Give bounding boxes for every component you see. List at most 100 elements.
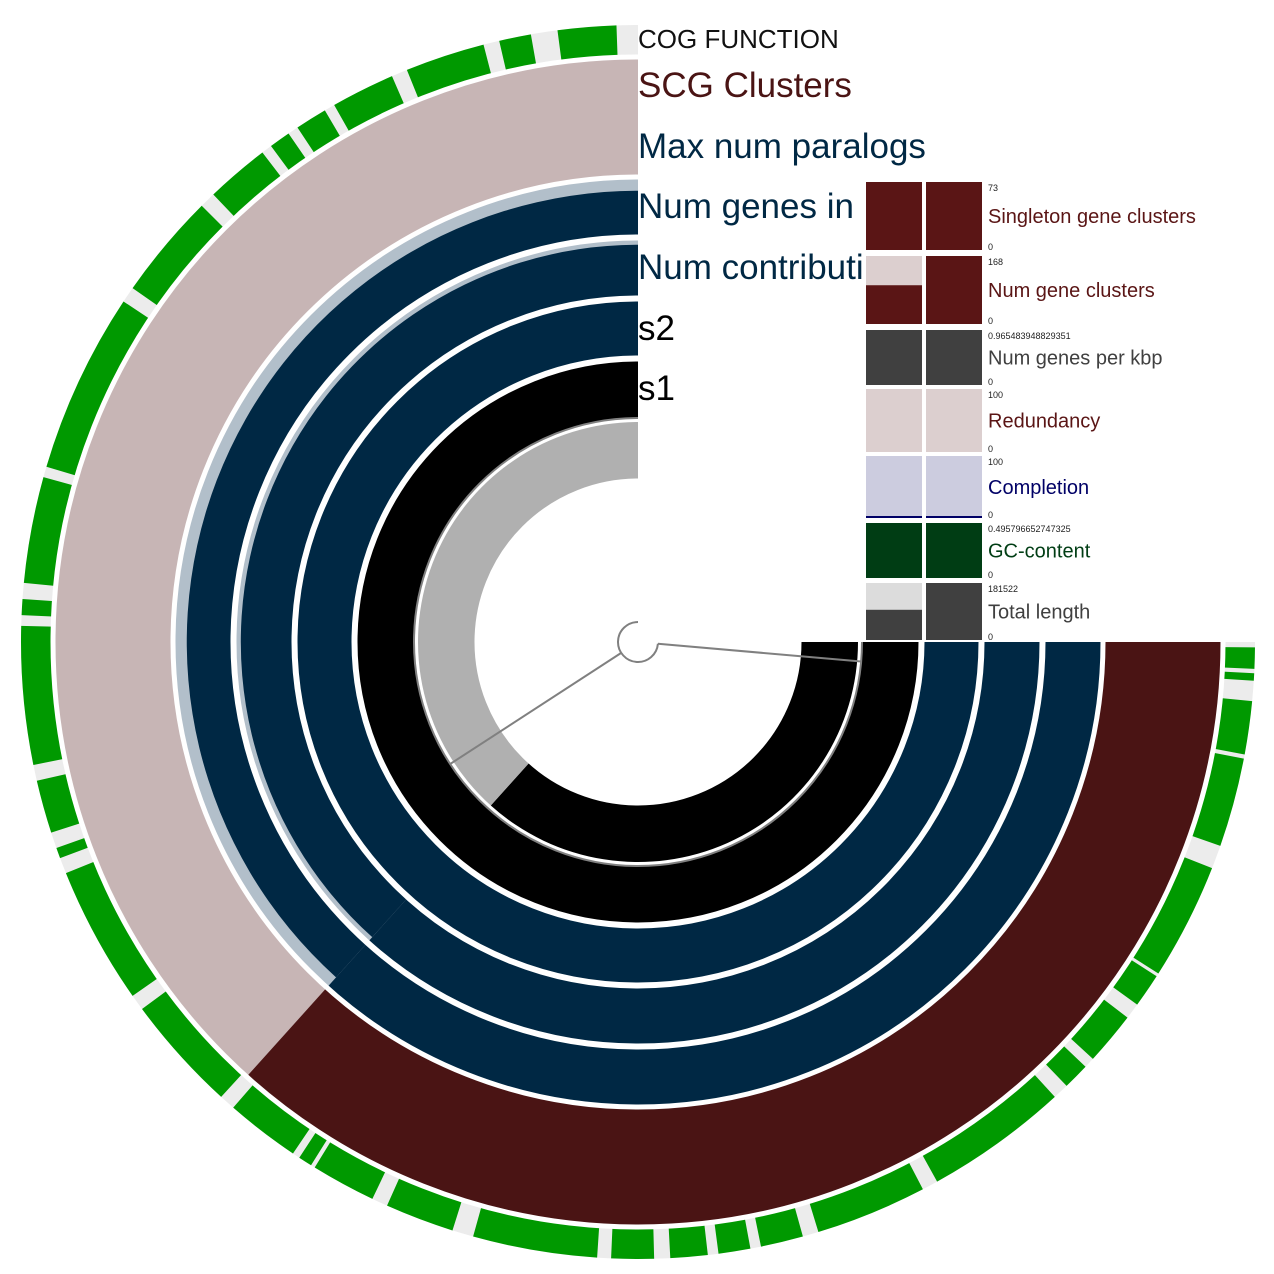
legend-label: Total length (988, 602, 1090, 624)
legend-min: 0 (988, 377, 993, 387)
legend-bar-s2 (926, 256, 982, 324)
ring-separator (291, 295, 985, 989)
legend-bar-s2 (926, 583, 982, 640)
ring-separator (354, 358, 922, 926)
legend-max: 0.495796652747325 (988, 524, 1071, 534)
ring-separator (52, 56, 1224, 1228)
legend-bar-s1 (866, 523, 922, 578)
cog-block (334, 76, 405, 132)
ring-separator (170, 174, 1106, 1110)
cog-block (270, 133, 307, 171)
layer-label-maxpara: Max num paralogs (638, 127, 926, 166)
legend-bar-background (866, 456, 922, 518)
legend-min: 0 (988, 510, 993, 520)
legend-max: 73 (988, 183, 998, 193)
legend-min: 0 (988, 316, 993, 326)
legend-label: Completion (988, 477, 1089, 499)
legend-max: 0.965483948829351 (988, 331, 1071, 341)
ring-separator (351, 355, 925, 929)
ring-separator (294, 298, 982, 986)
legend-bar-s1 (866, 182, 922, 250)
legend-min: 0 (988, 632, 993, 642)
legend-bar-s1 (866, 330, 922, 385)
scg-ring-bar (247, 642, 1222, 1226)
tree-root-arc (617, 621, 659, 663)
dendrogram (413, 417, 863, 867)
cog-block (1223, 647, 1255, 669)
legend-max: 100 (988, 457, 1003, 467)
legend-bar-background (866, 389, 922, 452)
legend-bar-background (926, 389, 982, 452)
cog-block (1070, 998, 1128, 1059)
legend-label: GC-content (988, 541, 1091, 563)
cog-block (299, 1131, 328, 1166)
legend-bar-s1 (866, 285, 922, 324)
numgenes-ring-bar (368, 642, 1042, 1045)
cog-block (611, 1227, 655, 1259)
cog-block (65, 861, 158, 996)
ring-separator (233, 237, 1043, 1047)
cog-block (1191, 752, 1244, 846)
cog-block (754, 1206, 803, 1247)
maxpara-ring-bar (327, 642, 1102, 1106)
cog-block (132, 205, 224, 306)
cog-block (21, 598, 54, 617)
cog-block (809, 1161, 923, 1233)
ring-separator (474, 478, 802, 806)
legend-min: 0 (988, 570, 993, 580)
legend-bar-background (926, 456, 982, 518)
legend-label: Singleton gene clusters (988, 206, 1196, 228)
ring-separator (413, 417, 863, 867)
legend-min: 0 (988, 242, 993, 252)
cog-block (20, 625, 64, 766)
legend-label: Num genes per kbp (988, 348, 1163, 370)
ring-layers (20, 25, 1255, 1259)
cog-block (1222, 671, 1255, 681)
ring-separator (230, 234, 1046, 1050)
s1-ring-background (417, 422, 638, 806)
cog-block (714, 1218, 751, 1254)
layer-label-s1: s1 (638, 369, 675, 408)
legend-bar-s2 (926, 523, 982, 578)
s1-ring-bar (490, 642, 858, 862)
cog-block (922, 1074, 1055, 1182)
ring-separator (50, 54, 1226, 1230)
legend-bar-s2 (926, 182, 982, 250)
numgenes-ring-bar-partial (240, 244, 638, 938)
cog-block (387, 1177, 462, 1231)
legend-max: 168 (988, 257, 1003, 267)
layer-label-s2: s2 (638, 309, 675, 348)
ring-separator (172, 176, 1104, 1108)
legend-max: 181522 (988, 584, 1018, 594)
cog-block (213, 152, 282, 217)
cog-block (557, 25, 618, 62)
legend-label: Redundancy (988, 411, 1100, 433)
tree-branch (449, 652, 622, 765)
cog-block (233, 1084, 311, 1154)
legend-bar-s2 (926, 330, 982, 385)
cog-block (1214, 698, 1253, 755)
legend-max: 100 (988, 390, 1003, 400)
cog-block (56, 837, 90, 859)
maxpara-ring-bar-partial (186, 190, 638, 978)
legend-bar-s1 (866, 516, 922, 518)
layer-label-cog: COG FUNCTION (638, 24, 839, 54)
legend-label: Num gene clusters (988, 280, 1155, 302)
layer-label-scg: SCG Clusters (638, 66, 852, 105)
tree-branch (657, 642, 862, 663)
cog-block (473, 1206, 600, 1258)
tree-outer-arc (413, 417, 863, 867)
cog-block (499, 34, 537, 72)
legend-bar-s2 (926, 516, 982, 518)
legend-min: 0 (988, 444, 993, 454)
cog-block (406, 44, 492, 99)
label-mask (638, 0, 1274, 28)
legend: 73 0 Singleton gene clusters 168 0 Num gene c… (866, 182, 1196, 642)
cog-block (23, 477, 74, 586)
cog-block (46, 301, 150, 476)
cog-block (1132, 856, 1213, 974)
cog-block (142, 990, 243, 1097)
cog-block (668, 1224, 708, 1259)
legend-bar-s1 (866, 609, 922, 640)
